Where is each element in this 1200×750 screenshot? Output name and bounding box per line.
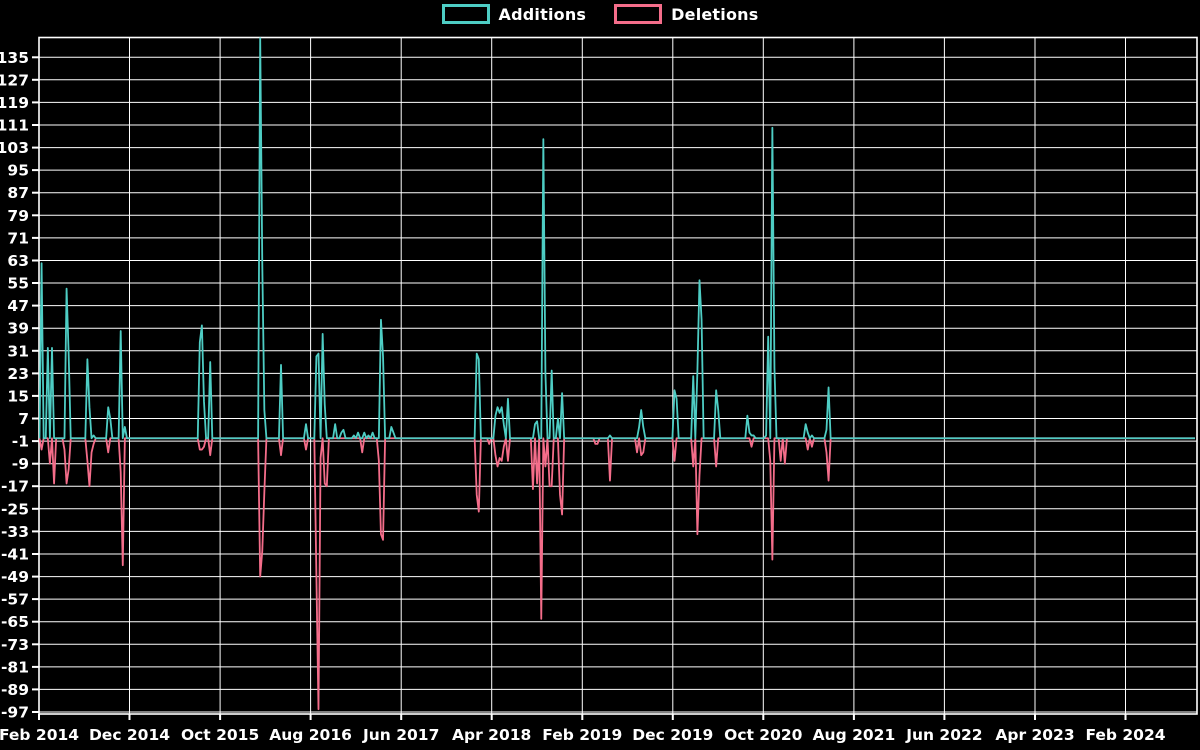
x-tick-label: Oct 2020 (724, 726, 803, 744)
y-tick-label: -17 (1, 478, 29, 496)
x-tick-label: Apr 2023 (995, 726, 1074, 744)
deletions-line (39, 437, 1195, 711)
legend-item-additions[interactable]: Additions (441, 4, 587, 24)
y-axis-labels: 135 127 119 111 103 95 87 79 71 63 55 47 39 31 23 15 7 -1… (0, 49, 29, 722)
y-tick-label: -1 (12, 433, 29, 451)
x-tick-label: Aug 2016 (269, 726, 352, 744)
y-tick-label: 71 (7, 229, 29, 247)
y-tick-label: -73 (1, 636, 29, 654)
y-tick-label: 95 (7, 162, 29, 180)
y-tick-label: 127 (0, 71, 29, 89)
additions-line (39, 37, 1195, 440)
x-tick-label: Feb 2014 (0, 726, 79, 744)
y-tick-label: 63 (7, 252, 29, 270)
legend: Additions Deletions (0, 4, 1200, 24)
y-tick-label: 39 (7, 320, 29, 338)
y-tick-label: 103 (0, 139, 29, 157)
y-tick-label: -41 (1, 546, 29, 564)
y-tick-label: 79 (7, 207, 29, 225)
y-tick-label: 55 (7, 275, 29, 293)
x-tick-label: Dec 2019 (632, 726, 713, 744)
y-tick-label: -49 (1, 568, 29, 586)
deletions-legend-swatch (614, 4, 663, 24)
y-tick-label: 119 (0, 94, 29, 112)
additions-legend-swatch (441, 4, 490, 24)
y-tick-label: -57 (1, 591, 29, 609)
y-tick-label: -81 (1, 658, 29, 676)
x-tick-label: Feb 2019 (542, 726, 622, 744)
axis-ticks (32, 56, 1127, 720)
x-tick-label: Aug 2021 (813, 726, 896, 744)
y-tick-label: -33 (1, 523, 29, 541)
x-tick-label: Oct 2015 (181, 726, 259, 744)
y-tick-label: -89 (1, 681, 29, 699)
y-tick-label: 47 (7, 297, 29, 315)
y-tick-label: 111 (0, 117, 29, 135)
y-tick-label: -25 (1, 500, 29, 518)
y-tick-label: 7 (18, 410, 29, 428)
additions-legend-label: Additions (498, 4, 587, 24)
deletions-legend-label: Deletions (671, 4, 759, 24)
legend-item-deletions[interactable]: Deletions (614, 4, 758, 24)
x-tick-label: Jun 2017 (362, 726, 439, 744)
y-tick-label: 87 (7, 184, 29, 202)
y-tick-label: 135 (0, 49, 29, 67)
y-tick-label: 23 (7, 365, 29, 383)
x-tick-label: Feb 2024 (1085, 726, 1165, 744)
y-tick-label: 31 (7, 342, 29, 360)
plot-frame (38, 36, 1198, 715)
gridlines (38, 37, 1197, 714)
y-tick-label: -97 (1, 704, 29, 722)
x-tick-label: Dec 2014 (89, 726, 170, 744)
y-tick-label: -9 (12, 455, 29, 473)
x-tick-label: Jun 2022 (905, 726, 982, 744)
x-axis-labels: Feb 2014 Dec 2014 Oct 2015 Aug 2016 Jun 2017… (0, 726, 1166, 744)
y-tick-label: 15 (7, 387, 29, 405)
x-tick-label: Apr 2018 (452, 726, 531, 744)
y-tick-label: -65 (1, 613, 29, 631)
